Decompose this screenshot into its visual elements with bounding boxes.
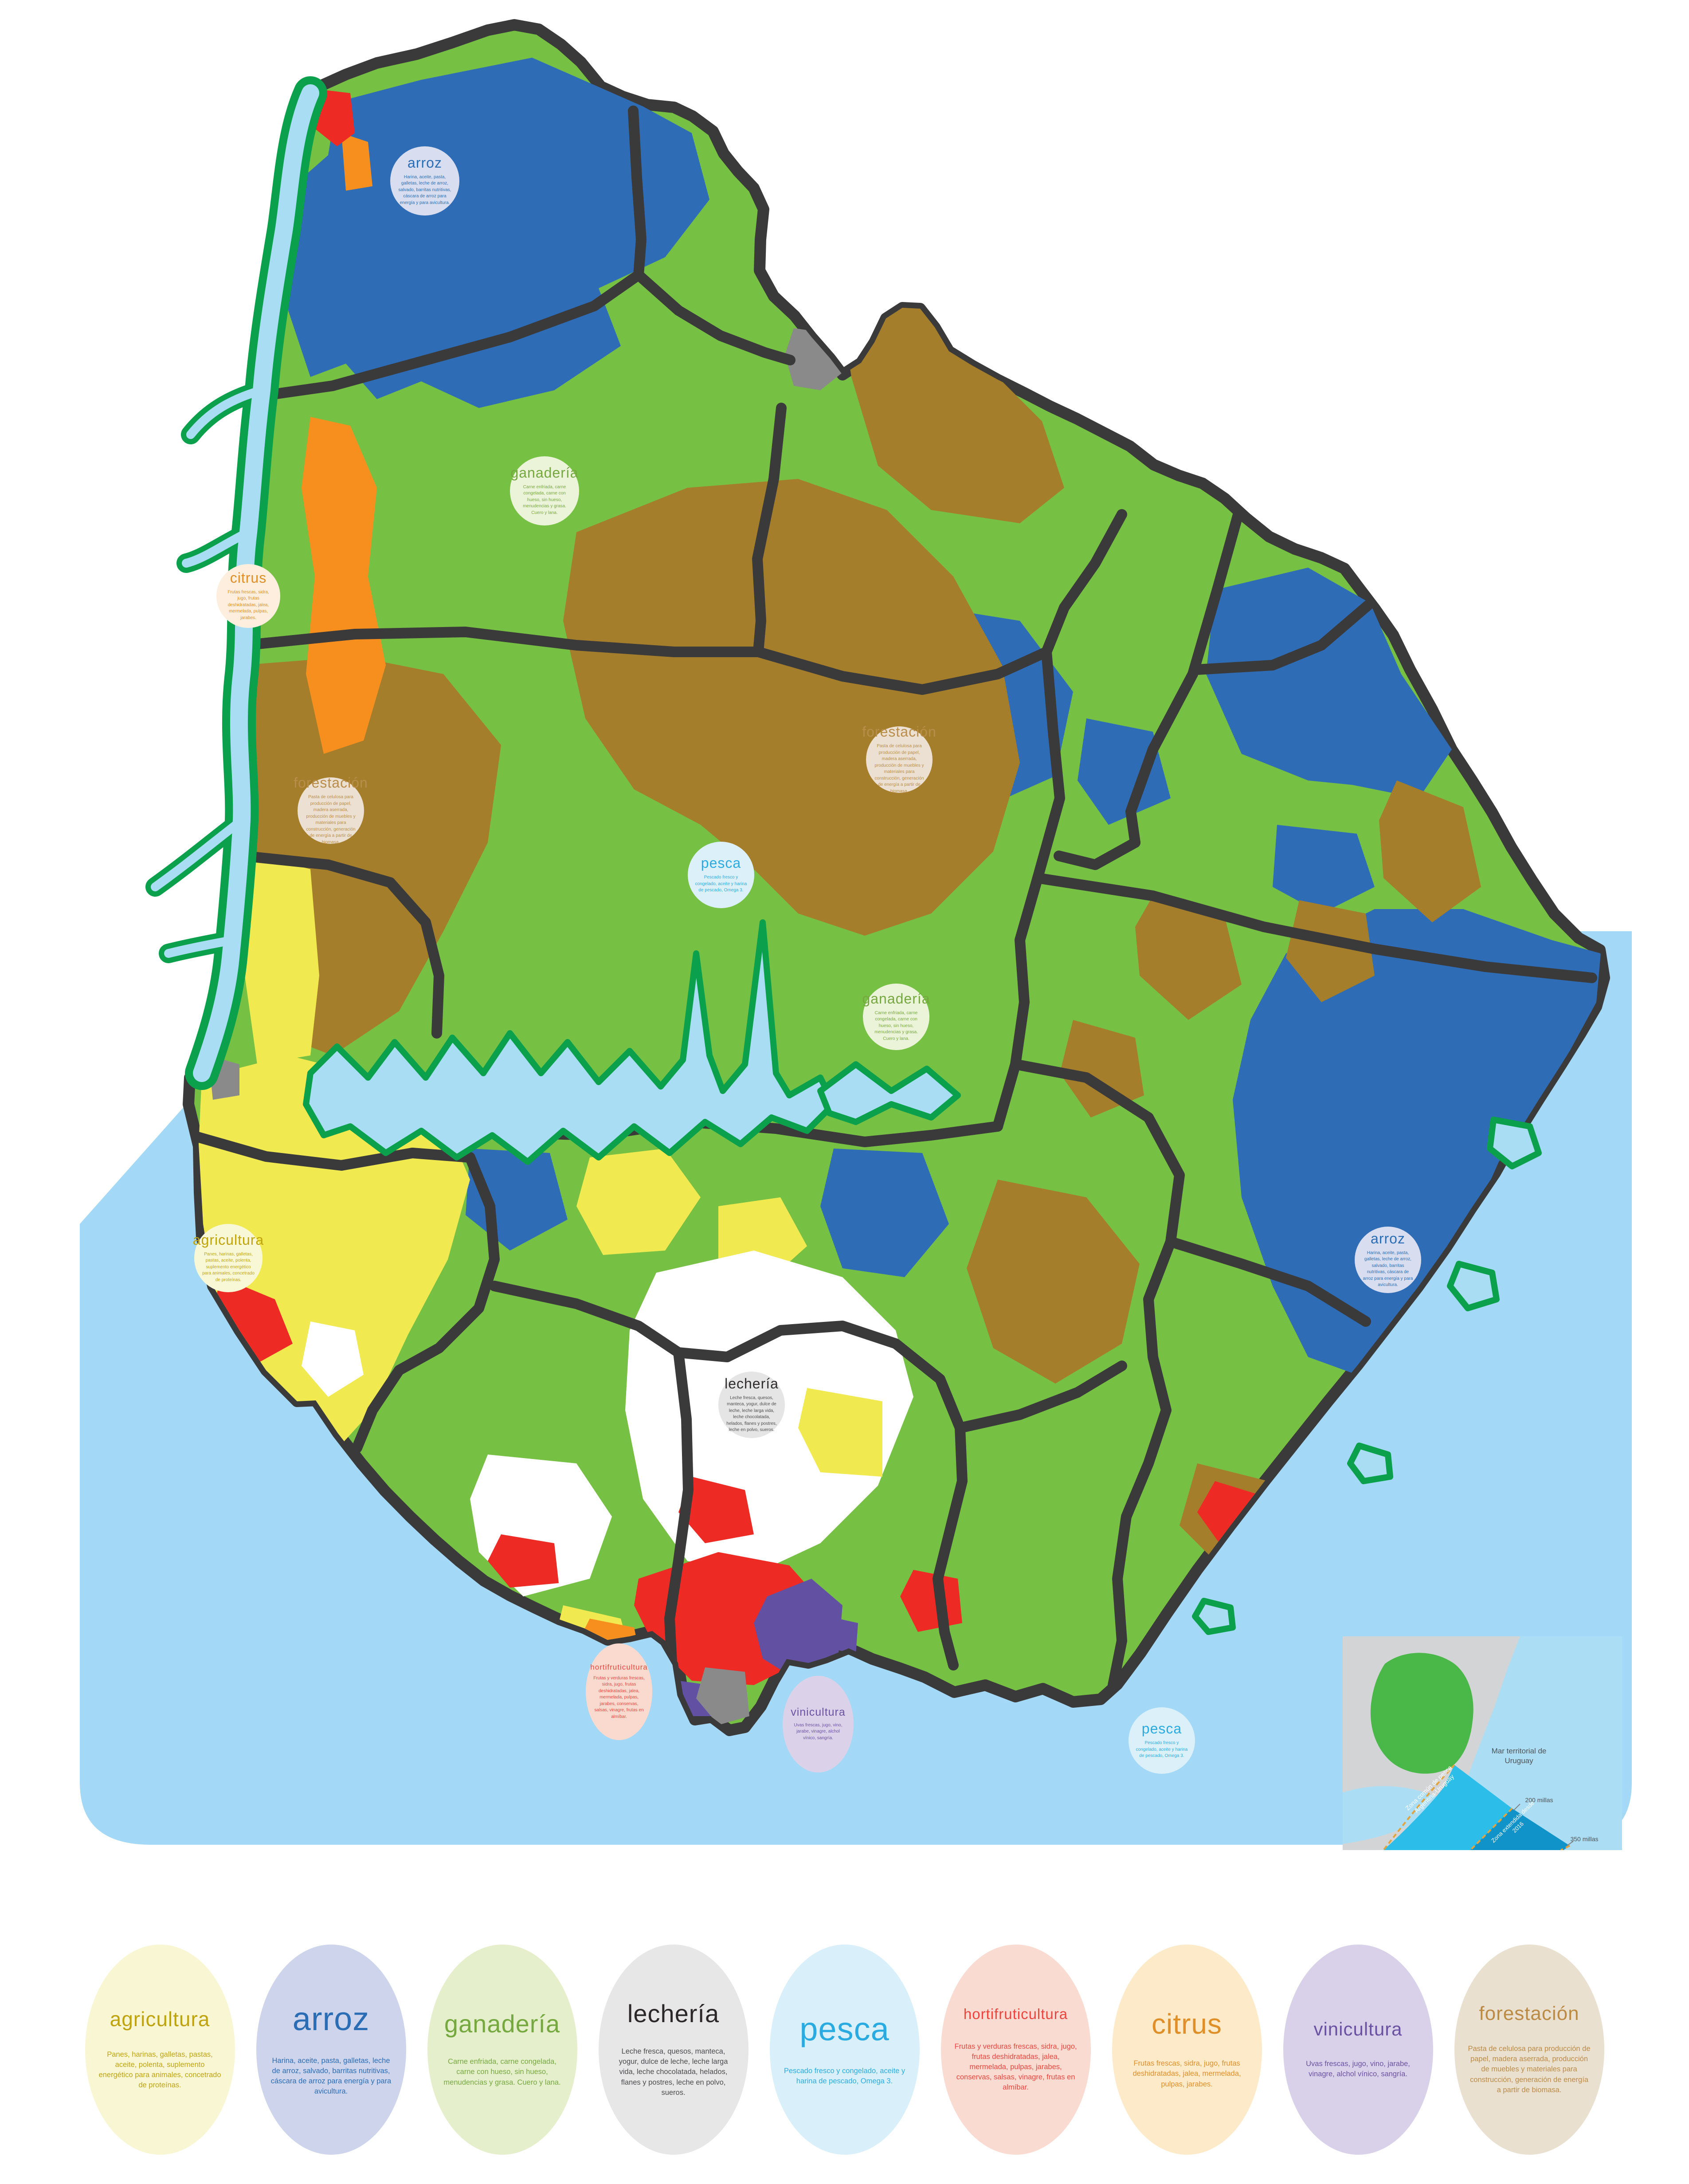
legend-item-arroz: arroz Harina, aceite, pasta, galletas, l… <box>256 1945 406 2155</box>
legend-title: ganadería <box>444 2010 560 2038</box>
legend-title: agricultura <box>110 2007 210 2031</box>
legend-title: citrus <box>1152 2008 1222 2040</box>
map-label-ganaderia-center: ganadería Carne enfriada, carne congelad… <box>862 984 930 1050</box>
map-label-description: Pasta de celulosa para producción de pap… <box>874 744 924 794</box>
map-label-title: hortifruticultura <box>590 1663 648 1671</box>
legend-item-vinicultura: vinicultura Uvas frescas, jugo, vino, ja… <box>1283 1945 1433 2155</box>
map-label-vinicultura: vinicultura Uvas frescas, jugo, vino, ja… <box>783 1676 854 1772</box>
legend-description: Leche fresca, quesos, manteca, yogur, du… <box>619 2047 728 2097</box>
gray-zones <box>208 328 843 1725</box>
legend-item-citrus: citrus Frutas frescas, sidra, jugo, frut… <box>1112 1945 1262 2155</box>
legend-description: Harina, aceite, pasta, galletas, leche d… <box>270 2056 392 2096</box>
uruguay-map <box>80 0 1632 1845</box>
legend-item-forestacion: forestación Pasta de celulosa para produ… <box>1454 1945 1604 2155</box>
map-label-title: vinicultura <box>791 1706 846 1718</box>
legend-title: hortifruticultura <box>963 2005 1068 2022</box>
territorial-sea-inset-map <box>1343 1636 1622 1850</box>
map-label-description: Harina, aceite, pasta, galletas, leche d… <box>1363 1250 1413 1288</box>
legend-description: Pasta de celulosa para producción de pap… <box>1468 2045 1591 2094</box>
hortifruticultura-zones <box>208 89 1273 1685</box>
map-label-pesca-south: pesca Pescado fresco y congelado, aceite… <box>1129 1707 1195 1774</box>
legend-title: lechería <box>627 2000 720 2028</box>
legend-title: forestación <box>1479 2003 1579 2025</box>
vinicultura-zones <box>670 1579 858 1716</box>
inset-pointer-lines <box>1513 1804 1574 1846</box>
map-label-forestacion-east: forestación Pasta de celulosa para produ… <box>862 725 936 794</box>
legend-title: vinicultura <box>1313 2018 1403 2039</box>
map-label-title: lechería <box>725 1375 779 1392</box>
legend-item-ganaderia: ganadería Carne enfriada, carne congelad… <box>427 1945 577 2155</box>
map-label-title: arroz <box>408 154 442 171</box>
map-label-forestacion-west: forestación Pasta de celulosa para produ… <box>294 776 368 845</box>
map-label-title: ganadería <box>862 990 930 1007</box>
legend-description: Frutas y verduras frescas, sidra, jugo, … <box>954 2042 1077 2092</box>
inset-sea-label: Mar territorial de Uruguay <box>1491 1747 1547 1765</box>
legend-item-agricultura: agricultura Panes, harinas, galletas, pa… <box>85 1945 235 2155</box>
map-label-title: agricultura <box>192 1231 264 1248</box>
inset-limit-dashes <box>1383 1764 1570 1850</box>
map-label-citrus: citrus Frutas frescas, sidra, jugo, frut… <box>216 564 280 628</box>
inset-uruguay <box>1370 1653 1473 1774</box>
map-label-ganaderia-north: ganadería Carne enfriada, carne congelad… <box>510 456 579 525</box>
legend-description: Frutas frescas, sidra, jugo, frutas desh… <box>1133 2059 1241 2088</box>
map-label-description: Carne enfriada, carne congelada, carne c… <box>523 484 566 515</box>
legend-item-hortifruticultura: hortifruticultura Frutas y verduras fres… <box>941 1945 1091 2155</box>
inset-zona-comun <box>1383 1765 1512 1850</box>
map-label-lecheria: lechería Leche fresca, quesos, manteca, … <box>718 1372 785 1438</box>
map-label-description: Pescado fresco y congelado, aceite y har… <box>695 875 747 893</box>
map-label-description: Uvas frescas, jugo, vino, jarabe, vinagr… <box>794 1722 843 1741</box>
inset-zona-extendida <box>1470 1808 1570 1850</box>
map-label-title: ganadería <box>510 464 579 481</box>
map-label-description: Pasta de celulosa para producción de pap… <box>306 795 356 845</box>
map-label-description: Frutas frescas, sidra, jugo, frutas desh… <box>227 589 269 620</box>
map-label-agricultura: agricultura Panes, harinas, galletas, pa… <box>192 1224 264 1292</box>
map-label-title: pesca <box>1141 1721 1182 1737</box>
legend-description: Uvas frescas, jugo, vino, jarabe, vinagr… <box>1306 2059 1410 2078</box>
legend-description: Pescado fresco y congelado, aceite y har… <box>784 2066 905 2085</box>
inset-350-millas-label: 350 millas <box>1570 1835 1599 1843</box>
map-label-arroz-east: arroz Harina, aceite, pasta, galletas, l… <box>1355 1227 1421 1293</box>
map-label-title: arroz <box>1371 1230 1405 1247</box>
inset-rio-de-la-plata <box>1343 1786 1442 1844</box>
forestacion-zones <box>242 275 1481 1570</box>
legend-item-pesca: pesca Pescado fresco y congelado, aceite… <box>769 1945 920 2155</box>
map-label-title: citrus <box>230 569 267 586</box>
legend: agricultura Panes, harinas, galletas, pa… <box>0 1945 1689 2155</box>
map-label-hortifruticultura: hortifruticultura Frutas y verduras fres… <box>586 1643 652 1740</box>
inset-200-millas-label: 200 millas <box>1525 1796 1553 1804</box>
ocean <box>80 931 1632 1845</box>
legend-title: arroz <box>292 2000 370 2037</box>
map-label-description: Pescado fresco y congelado, aceite y har… <box>1136 1741 1188 1759</box>
map-label-title: forestación <box>862 724 937 740</box>
legend-description: Panes, harinas, galletas, pastas, aceite… <box>98 2050 221 2090</box>
map-label-description: Harina, aceite, pasta, galletas, leche d… <box>398 174 451 205</box>
territorial-sea-inset: Mar territorial de Uruguay 200 millas 35… <box>1343 1636 1622 1850</box>
map-label-description: Frutas y verduras frescas, sidra, jugo, … <box>593 1675 645 1719</box>
map-label-pesca-center: pesca Pescado fresco y congelado, aceite… <box>688 842 754 908</box>
legend-description: Carne enfriada, carne congelada, carne c… <box>443 2058 561 2086</box>
rio-negro-reservoirs <box>303 919 1542 1635</box>
legend-title: pesca <box>799 2010 890 2047</box>
agricultura-zones-overlay <box>798 1388 882 1477</box>
map-label-description: Leche fresca, quesos, manteca, yogur, du… <box>726 1395 777 1433</box>
legend-item-lecheria: lechería Leche fresca, quesos, manteca, … <box>598 1945 748 2155</box>
map-label-title: pesca <box>701 855 741 871</box>
map-label-description: Carne enfriada, carne congelada, carne c… <box>874 1010 918 1041</box>
map-label-arroz-north: arroz Harina, aceite, pasta, galletas, l… <box>390 146 459 216</box>
map-label-description: Panes, harinas, galletas, pastas, aceite… <box>202 1251 255 1282</box>
map-label-title: forestación <box>294 775 368 791</box>
